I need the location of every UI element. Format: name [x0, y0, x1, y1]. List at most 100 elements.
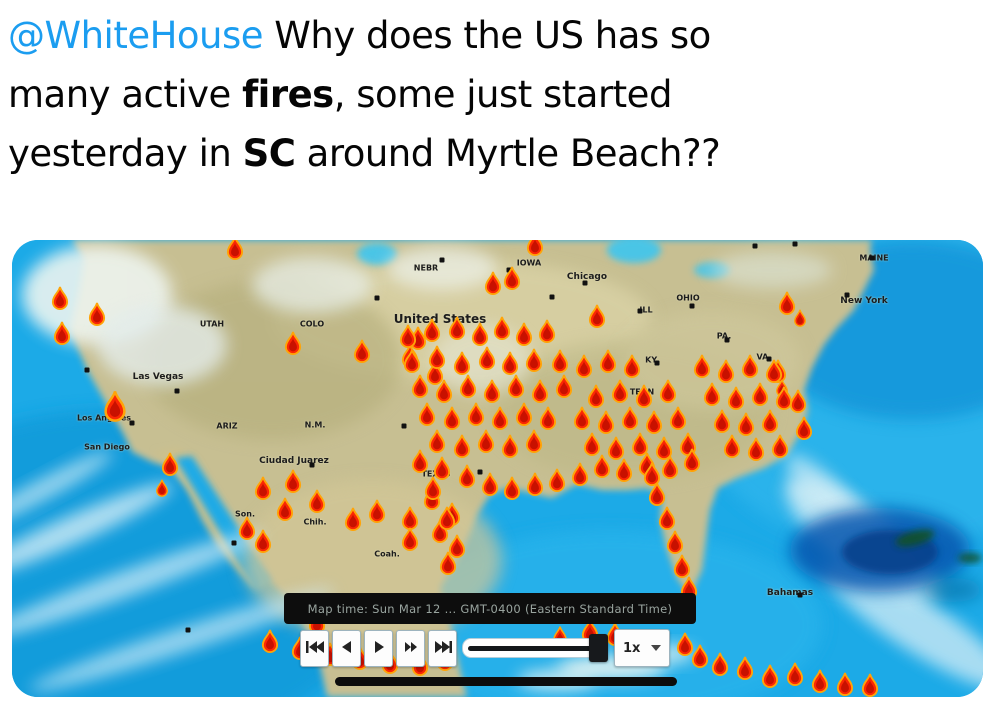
- city-dot: [185, 627, 191, 633]
- fire-icon: [673, 554, 692, 582]
- play-button[interactable]: [364, 630, 393, 667]
- fire-icon: [531, 379, 550, 407]
- city-dot: [689, 303, 695, 309]
- fire-icon: [503, 476, 522, 504]
- time-slider-handle[interactable]: [589, 634, 608, 662]
- fire-icon: [401, 527, 420, 555]
- video-progress-bar[interactable]: [335, 677, 677, 686]
- map-label: NEBR: [413, 263, 439, 273]
- tweet-text-segment: around Myrtle Beach??: [295, 132, 721, 175]
- skip-first-button[interactable]: [300, 630, 329, 667]
- mention-link[interactable]: @WhiteHouse: [8, 14, 264, 57]
- city-dot: [844, 292, 850, 298]
- map-label: COLO: [299, 319, 325, 329]
- fire-icon: [435, 379, 454, 407]
- fire-icon: [254, 529, 273, 557]
- fire-icon: [515, 402, 534, 430]
- step-forward-icon: [401, 639, 421, 658]
- time-slider-track[interactable]: [462, 638, 608, 658]
- fire-icon: [433, 456, 452, 484]
- city-dot: [654, 360, 660, 366]
- map-label: Coah.: [374, 549, 400, 559]
- city-dot: [792, 241, 798, 247]
- city-dot: [477, 469, 483, 475]
- fire-icon: [428, 429, 447, 457]
- tweet-text: @WhiteHouse Why does the US has so many …: [8, 6, 988, 183]
- city-dots-layer: [12, 240, 983, 697]
- fire-icon: [448, 534, 467, 562]
- fire-icon: [526, 472, 545, 500]
- fire-icon: [88, 302, 107, 330]
- fire-icon: [786, 662, 805, 690]
- fire-icon: [368, 499, 387, 527]
- fire-icon: [423, 486, 442, 514]
- fire-icon: [493, 316, 512, 344]
- fire-icon: [703, 382, 722, 410]
- fire-icon: [555, 374, 574, 402]
- fire-icon: [526, 240, 545, 260]
- play-icon: [369, 639, 389, 658]
- fire-icon: [795, 416, 814, 444]
- time-slider-line: [468, 646, 602, 651]
- fire-icon: [645, 410, 664, 438]
- fire-icon: [491, 406, 510, 434]
- tweet-line-3: yesterday in SC around Myrtle Beach??: [8, 124, 988, 183]
- fire-icon: [711, 652, 730, 680]
- fire-icon: [551, 349, 570, 377]
- step-forward-button[interactable]: [396, 630, 425, 667]
- map-label: PA.: [716, 331, 732, 341]
- fire-icon: [761, 409, 780, 437]
- fire-icon: [459, 374, 478, 402]
- fire-icon: [507, 374, 526, 402]
- city-dot: [869, 255, 875, 261]
- fire-icon: [409, 326, 428, 354]
- fire-icon: [51, 286, 70, 314]
- fire-icon: [276, 497, 295, 525]
- fire-icon: [658, 506, 677, 534]
- city-dot: [174, 388, 180, 394]
- fire-icon: [448, 316, 467, 344]
- fire-icon: [539, 406, 558, 434]
- fire-icon: [693, 354, 712, 382]
- fire-icon: [525, 348, 544, 376]
- fire-icon: [481, 472, 500, 500]
- fire-icon: [666, 530, 685, 558]
- skip-last-icon: [433, 639, 453, 658]
- fire-icon: [789, 389, 808, 417]
- city-dot: [637, 308, 643, 314]
- fire-icon: [525, 429, 544, 457]
- fire-icon: [861, 673, 880, 697]
- fire-icon: [741, 354, 760, 382]
- fire-icon: [483, 379, 502, 407]
- fire-icon: [284, 469, 303, 497]
- fire-icon: [623, 354, 642, 382]
- fire-icon: [836, 672, 855, 697]
- speed-dropdown[interactable]: 1x: [614, 629, 670, 667]
- fire-icon: [418, 402, 437, 430]
- map-label: Los Angeles: [76, 413, 132, 423]
- fire-icon: [484, 271, 503, 299]
- fire-icon: [443, 502, 462, 530]
- fire-icon: [431, 519, 450, 547]
- city-dot: [549, 294, 555, 300]
- fire-icon: [548, 468, 567, 496]
- fire-icon: [571, 462, 590, 490]
- map-label: ARIZ: [216, 421, 238, 431]
- fire-icon: [538, 319, 557, 347]
- fire-icon: [727, 386, 746, 414]
- step-back-button[interactable]: [332, 630, 361, 667]
- fire-icon: [439, 551, 458, 579]
- fire-icon: [811, 669, 830, 697]
- fire-map-video[interactable]: United States NEBR IOWA Chicago OHIO ILL PA. Ne…: [12, 240, 983, 697]
- fire-icon: [226, 240, 245, 264]
- map-time-tooltip: Map time: Sun Mar 12 ... GMT-0400 (Easte…: [284, 593, 696, 624]
- fire-icon: [713, 409, 732, 437]
- skip-last-button[interactable]: [428, 630, 457, 667]
- map-label: N.M.: [304, 420, 326, 430]
- fire-icon: [453, 351, 472, 379]
- map-label: Chih.: [303, 517, 327, 527]
- fire-icon: [669, 406, 688, 434]
- tweet-text-segment: many active: [8, 73, 243, 116]
- fire-icon: [676, 632, 695, 660]
- fire-icon: [655, 436, 674, 464]
